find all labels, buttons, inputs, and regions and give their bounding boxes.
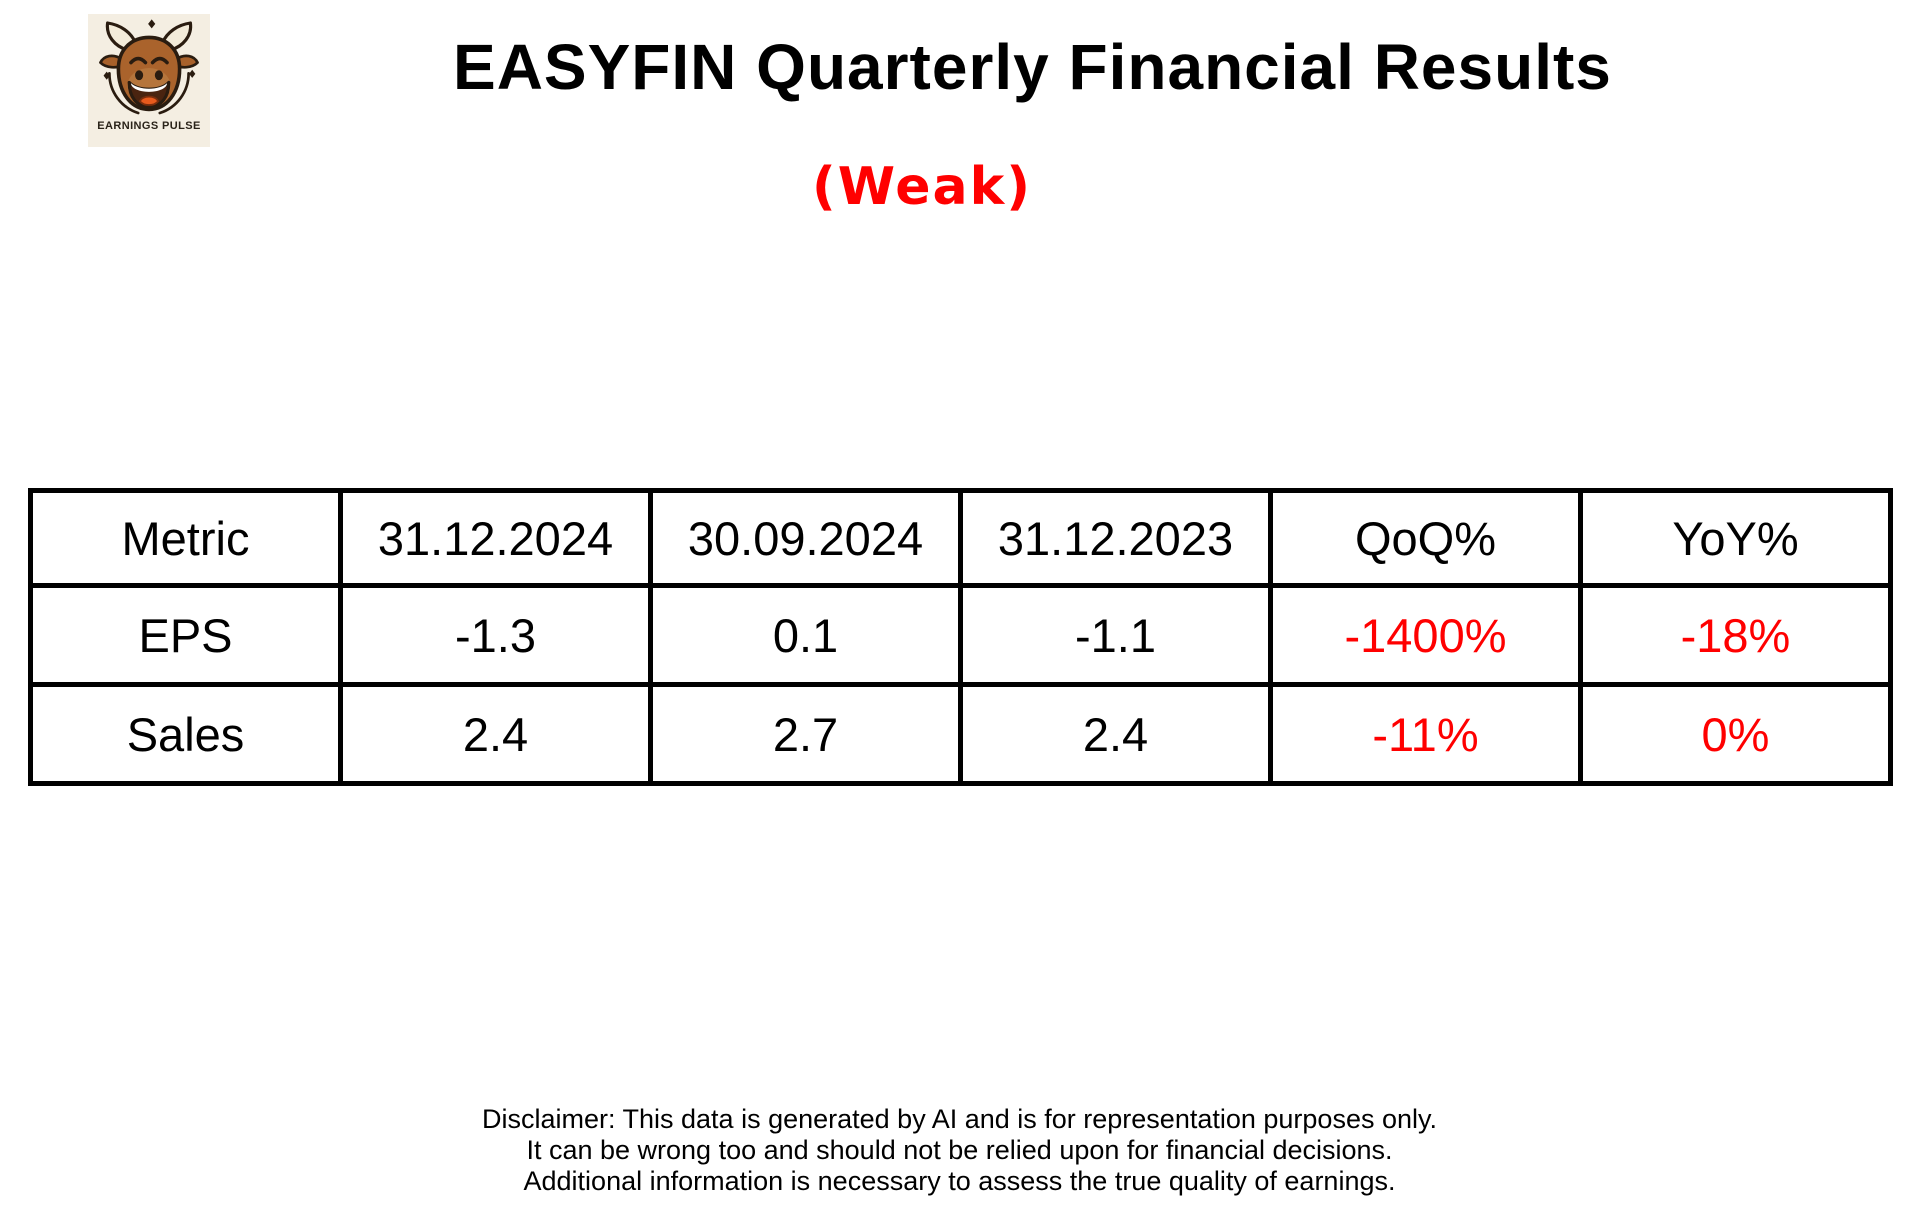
disclaimer: Disclaimer: This data is generated by AI… [0, 1104, 1919, 1197]
eps-metric-cell: EPS [28, 583, 343, 687]
table-header-row: Metric 31.12.2024 30.09.2024 31.12.2023 … [28, 488, 1893, 588]
verdict-label: (Weak) [812, 157, 1032, 217]
sales-q4-2024-cell: 2.4 [338, 682, 653, 786]
eps-q3-2024-cell: 0.1 [648, 583, 963, 687]
brand-logo: EARNINGS PULSE [88, 14, 210, 147]
eps-qoq-cell: -1400% [1268, 583, 1583, 687]
sales-q4-2023-cell: 2.4 [958, 682, 1273, 786]
sales-q3-2024-cell: 2.7 [648, 682, 963, 786]
col-header-metric: Metric [28, 488, 343, 588]
sales-qoq-cell: -11% [1268, 682, 1583, 786]
brand-name: EARNINGS PULSE [97, 120, 201, 132]
disclaimer-line: Additional information is necessary to a… [523, 1166, 1396, 1196]
eps-q4-2023-cell: -1.1 [958, 583, 1273, 687]
eps-yoy-cell: -18% [1578, 583, 1893, 687]
disclaimer-line: It can be wrong too and should not be re… [526, 1135, 1393, 1165]
col-header-q4-2023: 31.12.2023 [958, 488, 1273, 588]
eps-q4-2024-cell: -1.3 [338, 583, 653, 687]
col-header-qoq: QoQ% [1268, 488, 1583, 588]
col-header-q3-2024: 30.09.2024 [648, 488, 963, 588]
table-row-eps: EPS -1.3 0.1 -1.1 -1400% -18% [28, 583, 1893, 687]
disclaimer-line: Disclaimer: This data is generated by AI… [481, 1104, 1437, 1134]
bull-mascot-icon [99, 19, 199, 115]
col-header-q4-2024: 31.12.2024 [338, 488, 653, 588]
sales-yoy-cell: 0% [1578, 682, 1893, 786]
table-row-sales: Sales 2.4 2.7 2.4 -11% 0% [28, 682, 1893, 786]
page-title: EASYFIN Quarterly Financial Results [453, 31, 1612, 103]
col-header-yoy: YoY% [1578, 488, 1893, 588]
results-table: Metric 31.12.2024 30.09.2024 31.12.2023 … [28, 488, 1893, 786]
sales-metric-cell: Sales [28, 682, 343, 786]
